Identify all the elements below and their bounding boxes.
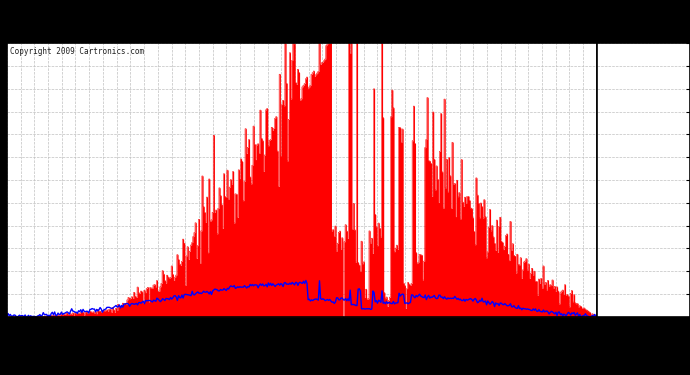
Text: Total PV Power (watts red) & Solar Radiation (W/m2 blue) Fri Dec 4 16:20: Total PV Power (watts red) & Solar Radia… (86, 17, 604, 30)
Text: Copyright 2009 Cartronics.com: Copyright 2009 Cartronics.com (10, 47, 144, 56)
